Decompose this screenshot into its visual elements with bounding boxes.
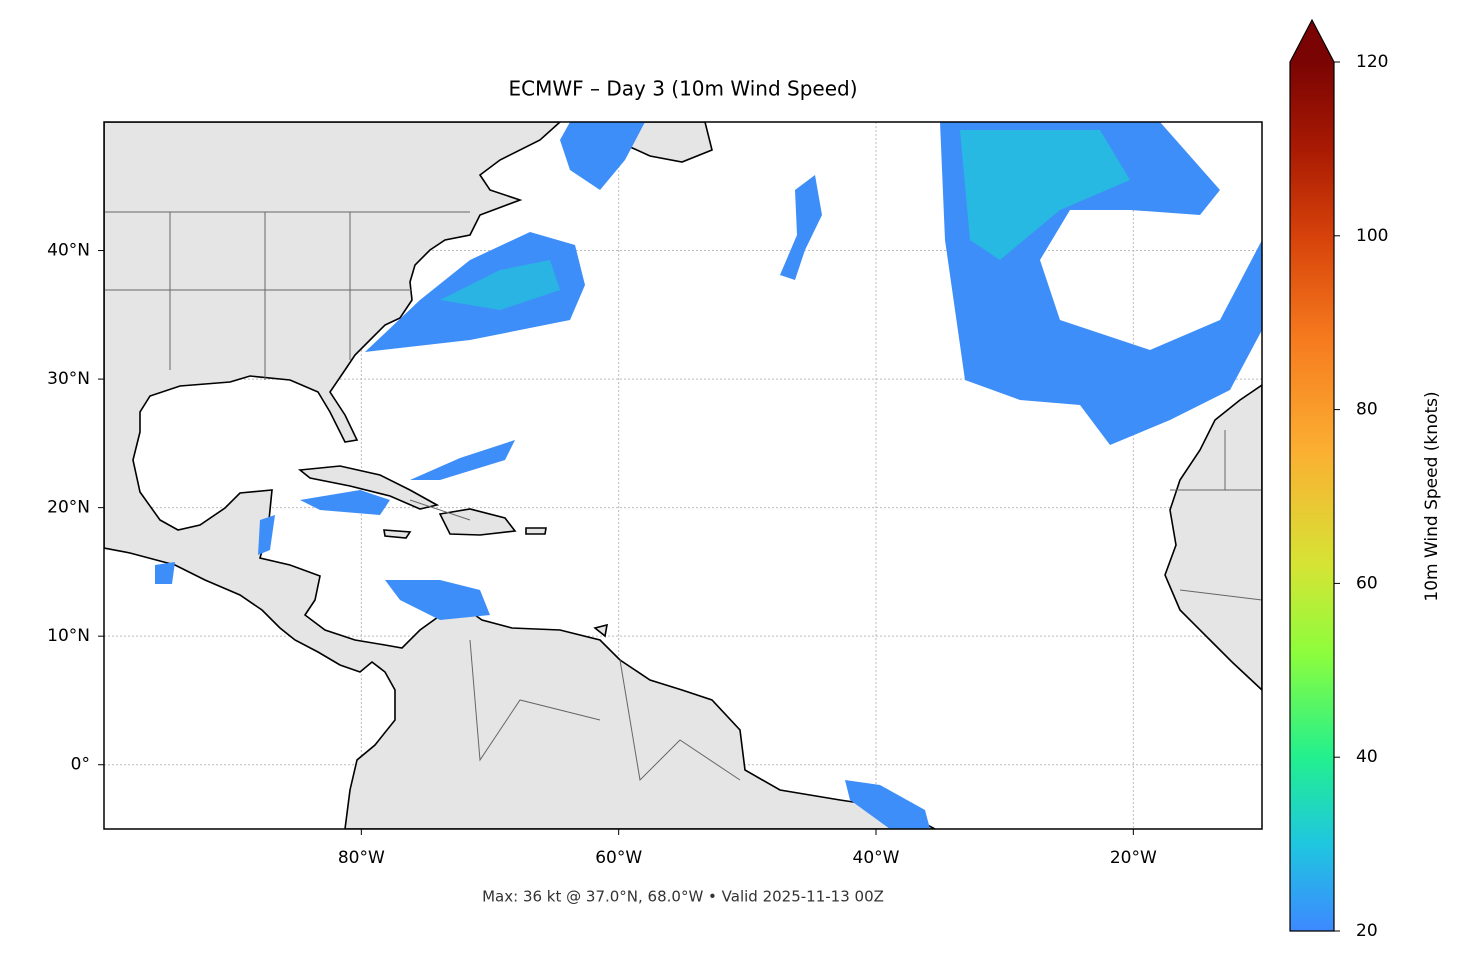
colorbar-tick-label: 120 [1356, 52, 1388, 72]
cuba [297, 465, 440, 510]
colorbar-tick-label: 60 [1356, 573, 1378, 593]
colorbar-label: 10m Wind Speed (knots) [1422, 391, 1442, 601]
wind-field [155, 122, 1262, 829]
americas [104, 122, 936, 829]
colorbar-gradient [1290, 62, 1334, 931]
footnote: Max: 36 kt @ 37.0°N, 68.0°W • Valid 2025… [482, 888, 884, 906]
y-tick-label: 20°N [47, 498, 90, 518]
hispaniola [438, 508, 517, 536]
jamaica [383, 529, 412, 539]
colorbar-tick-label: 20 [1356, 921, 1378, 941]
axes: 80°W 60°W 40°W 20°W 0° 10°N 20°N 30°N 40°N [47, 241, 1157, 868]
x-tick-label: 60°W [595, 848, 642, 868]
y-tick-label: 30°N [47, 369, 90, 389]
trinidad [593, 623, 609, 638]
colorbar-outline [1289, 18, 1335, 932]
chart-title: ECMWF – Day 3 (10m Wind Speed) [509, 77, 858, 101]
africa [1164, 384, 1262, 692]
colorbar-tick-label: 100 [1356, 226, 1388, 246]
y-tick-label: 10°N [47, 626, 90, 646]
colorbar-tick-label: 40 [1356, 747, 1378, 767]
x-tick-label: 40°W [853, 848, 900, 868]
x-tick-label: 20°W [1110, 848, 1157, 868]
colorbar: 20 40 60 80 100 120 10m Wind Speed (knots) [1289, 18, 1442, 941]
map-frame [103, 121, 1263, 830]
map [104, 122, 1262, 829]
colorbar-tick-label: 80 [1356, 400, 1378, 420]
colorbar-extend [1290, 20, 1334, 62]
y-tick-label: 40°N [47, 241, 90, 261]
y-tick-label: 0° [71, 755, 90, 775]
puerto-rico [525, 527, 547, 535]
x-tick-label: 80°W [338, 848, 385, 868]
borders [104, 211, 1262, 782]
